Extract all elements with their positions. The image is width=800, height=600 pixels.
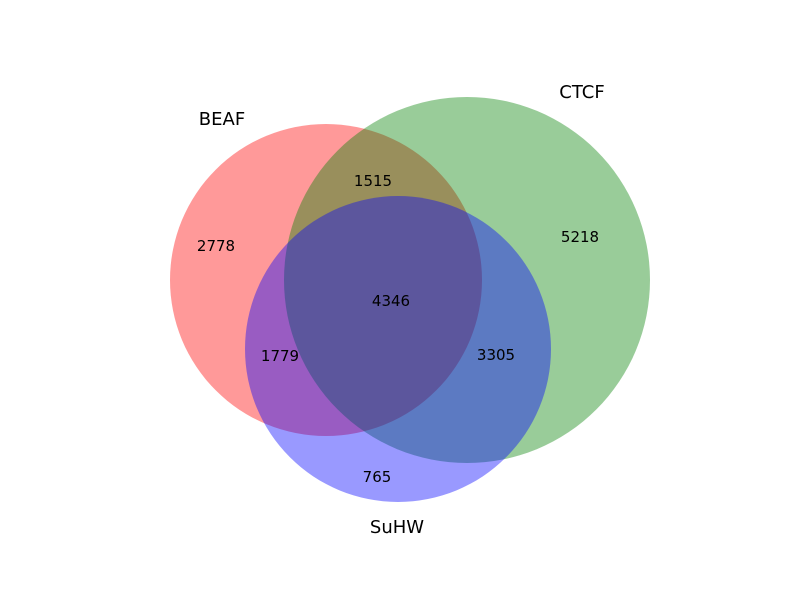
region-beaf-only: 2778 xyxy=(197,237,235,255)
region-all-three: 4346 xyxy=(372,292,410,310)
set-label-ctcf: CTCF xyxy=(559,82,604,103)
set-label-suhw: SuHW xyxy=(370,517,424,538)
region-ctcf-suhw: 3305 xyxy=(477,346,515,364)
circle-beaf xyxy=(170,124,482,436)
region-ctcf-only: 5218 xyxy=(561,228,599,246)
circle-ctcf xyxy=(284,97,650,463)
circle-suhw xyxy=(245,196,551,502)
venn-circles xyxy=(170,97,650,502)
set-label-beaf: BEAF xyxy=(199,109,245,130)
set-labels: BEAF CTCF SuHW xyxy=(199,82,605,538)
region-beaf-suhw: 1779 xyxy=(261,347,299,365)
region-suhw-only: 765 xyxy=(363,468,392,486)
region-beaf-ctcf: 1515 xyxy=(354,172,392,190)
region-labels: 2778 5218 765 1515 1779 3305 4346 xyxy=(197,172,599,486)
